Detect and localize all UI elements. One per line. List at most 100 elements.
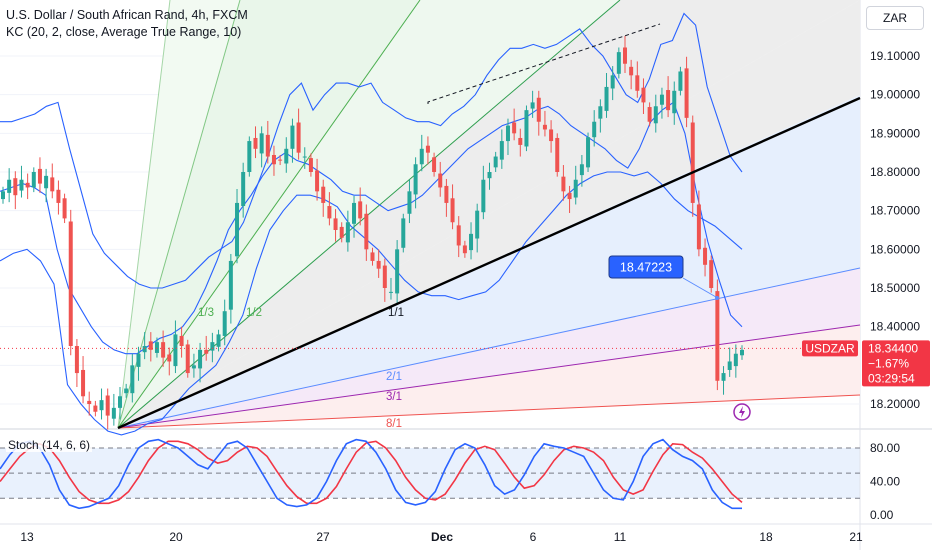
candle-body [333, 218, 338, 230]
fan-line-1-8 [117, 0, 171, 429]
candle-body [93, 405, 98, 412]
price-tick-label: 18.60000 [870, 242, 920, 256]
candle-body [25, 182, 30, 188]
candle-body [518, 137, 523, 145]
fan-label: 1/3 [198, 307, 214, 319]
candle-body [555, 137, 560, 172]
candle-body [666, 90, 671, 111]
indicator-label: KC (20, 2, close, Average True Range, 10… [6, 25, 242, 39]
candle-body [567, 192, 572, 200]
candle-body [653, 106, 658, 124]
candle-body [456, 225, 461, 246]
candle-body [62, 198, 67, 219]
stoch-tick-label: 80.00 [870, 441, 900, 455]
candle-body [659, 94, 664, 105]
dashed-channel-line [427, 23, 661, 104]
stoch-k-line [0, 438, 742, 510]
candle-body [222, 311, 227, 336]
candle-body [709, 260, 714, 288]
candle-body [271, 154, 276, 165]
candle-body [265, 134, 270, 157]
candle-body [641, 87, 646, 103]
candle-body [284, 148, 289, 164]
candle-body [308, 158, 313, 172]
candle-body [438, 173, 443, 188]
candle-body [364, 213, 369, 250]
chart-title: U.S. Dollar / South African Rand, 4h, FX… [6, 8, 248, 22]
callout-dot [715, 296, 719, 300]
candle-body [74, 346, 79, 374]
candle-body [549, 129, 554, 142]
stochastic-pane [0, 438, 860, 510]
kc-lower-band [0, 171, 743, 436]
candle-body [352, 202, 357, 224]
candle-body [124, 388, 129, 394]
candle-body [136, 353, 141, 367]
stoch-d-line [0, 440, 743, 505]
candle-body [462, 245, 467, 254]
candle-body [505, 125, 510, 142]
candle-body [290, 125, 295, 149]
candle-body [173, 334, 178, 367]
candle-body [216, 334, 221, 347]
candle-body [696, 204, 701, 250]
candle-body [407, 191, 412, 214]
candle-body [586, 137, 591, 168]
candle-body [388, 291, 393, 293]
price-tick-label: 18.20000 [870, 397, 920, 411]
candle-body [44, 175, 49, 189]
callout-box [608, 255, 684, 279]
candle-body [647, 107, 652, 122]
candle-body [358, 201, 363, 219]
price-tick-label: 18.90000 [870, 126, 920, 140]
time-tick-label: 6 [530, 530, 537, 544]
candle-body [475, 210, 480, 239]
candle-body [635, 75, 640, 91]
candle-body [740, 349, 744, 356]
lightning-glyph [739, 406, 745, 418]
candle-body [68, 221, 73, 346]
currency-button[interactable]: ZAR [866, 6, 924, 30]
time-tick-label: 13 [20, 530, 34, 544]
candle-body [542, 124, 547, 130]
candle-body [118, 396, 123, 408]
candle-body [573, 179, 578, 198]
candle-body [629, 66, 634, 76]
candle-body [684, 68, 689, 118]
candle-body [7, 179, 12, 193]
callout-pointer [682, 277, 717, 298]
candle-body [727, 361, 732, 370]
candle-body [604, 86, 609, 111]
fan-label: 2/1 [386, 371, 402, 383]
price-tag [862, 340, 930, 387]
price-tick-label: 18.70000 [870, 204, 920, 218]
candle-body [561, 176, 566, 192]
candle-body [19, 179, 24, 191]
time-tick-label: 18 [759, 530, 773, 544]
candle-body [450, 198, 455, 223]
price-tick-label: 19.00000 [870, 88, 920, 102]
candle-body [247, 141, 252, 172]
candle-body [703, 247, 708, 265]
kc-middle-band [0, 101, 743, 355]
candle-body [425, 145, 430, 153]
price-tick-label: 19.10000 [870, 49, 920, 63]
candle-body [296, 122, 301, 153]
candle-body [167, 354, 172, 362]
candle-body [50, 177, 55, 192]
candle-body [598, 106, 603, 119]
candle-body [672, 90, 677, 114]
candle-body [678, 71, 683, 91]
candle-body [198, 349, 203, 369]
trend-line [117, 96, 861, 430]
candle-body [321, 186, 326, 203]
candle-body [302, 156, 307, 158]
candle-body [493, 156, 498, 168]
candle-body [432, 157, 437, 172]
candle-body [142, 346, 147, 353]
time-tick-label: 20 [169, 530, 183, 544]
candle-body [481, 179, 486, 213]
candle-body [56, 189, 61, 203]
